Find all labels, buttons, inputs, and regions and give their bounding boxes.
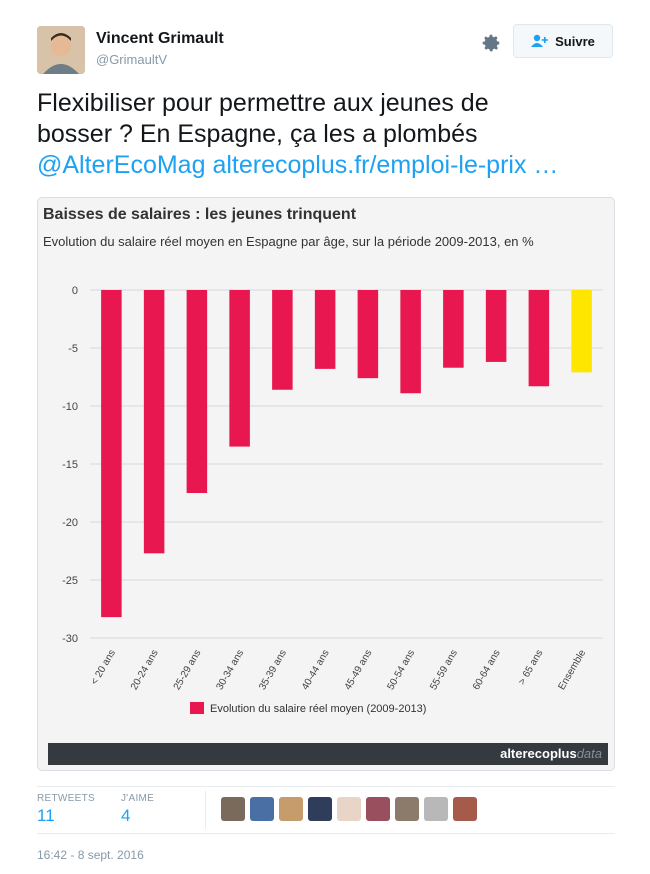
retweets-label: RETWEETS	[37, 793, 95, 804]
y-tick-label: -15	[62, 459, 78, 471]
liker-avatar[interactable]	[279, 797, 303, 821]
likes-count: 4	[121, 806, 131, 825]
bar	[485, 290, 507, 362]
liker-avatar[interactable]	[250, 797, 274, 821]
tweet-header: Vincent Grimault @GrimaultV Suivre	[0, 0, 650, 80]
liker-avatars	[221, 797, 477, 821]
legend-swatch	[190, 702, 204, 714]
y-tick-label: -5	[68, 343, 78, 355]
bar	[143, 290, 165, 554]
tweet-line-1: Flexibiliser pour permettre aux jeunes d…	[37, 89, 489, 117]
user-name[interactable]: Vincent Grimault	[96, 30, 224, 47]
avatar[interactable]	[37, 26, 85, 74]
x-tick-label: Ensemble	[556, 648, 588, 692]
gear-icon[interactable]	[480, 32, 502, 54]
x-tick-label: < 20 ans	[89, 648, 118, 687]
tweet-text: Flexibiliser pour permettre aux jeunes d…	[37, 88, 627, 181]
x-tick-label: 40-44 ans	[300, 648, 332, 692]
retweets-count: 11	[37, 806, 55, 825]
mention-link[interactable]: @AlterEcoMag	[37, 151, 206, 179]
article-link[interactable]: alterecoplus.fr/emploi-le-prix …	[212, 151, 559, 179]
y-tick-label: -30	[62, 633, 78, 645]
bar	[528, 290, 550, 387]
bar	[186, 290, 208, 493]
bar	[443, 290, 464, 368]
x-tick-label: 20-24 ans	[129, 648, 161, 692]
x-tick-label: 55-59 ans	[428, 648, 460, 692]
likes-label: J'AIME	[121, 793, 155, 804]
retweets-stat[interactable]: RETWEETS 11	[37, 793, 95, 826]
x-tick-label: 45-49 ans	[343, 648, 375, 692]
bar	[314, 290, 336, 369]
tweet-stats: RETWEETS 11 J'AIME 4	[37, 786, 615, 834]
y-tick-label: 0	[72, 285, 78, 297]
y-tick-label: -10	[62, 401, 78, 413]
legend-label: Evolution du salaire réel moyen (2009-20…	[210, 703, 426, 715]
brand-logo: alterecoplusdata	[500, 746, 602, 761]
bar	[400, 290, 421, 394]
bar	[101, 290, 122, 618]
liker-avatar[interactable]	[453, 797, 477, 821]
liker-avatar[interactable]	[424, 797, 448, 821]
chart-subtitle: Evolution du salaire réel moyen en Espag…	[43, 234, 534, 249]
bar-chart: 0 -5 -10 -15 -20 -25 -30 < 20 ans 20-24 ans 25-29…	[62, 285, 603, 715]
timestamp[interactable]: 16:42 - 8 sept. 2016	[37, 848, 144, 862]
add-user-icon	[531, 34, 548, 47]
liker-avatar[interactable]	[221, 797, 245, 821]
liker-avatar[interactable]	[308, 797, 332, 821]
x-tick-label: 35-39 ans	[257, 648, 289, 692]
user-handle[interactable]: @GrimaultV	[96, 52, 167, 67]
liker-avatar[interactable]	[366, 797, 390, 821]
x-tick-label: 25-29 ans	[172, 648, 204, 692]
follow-label: Suivre	[555, 33, 595, 49]
chart-card[interactable]: Baisses de salaires : les jeunes trinque…	[37, 197, 615, 771]
x-tick-label: 30-34 ans	[214, 648, 246, 692]
y-tick-label: -20	[62, 517, 78, 529]
chart-title: Baisses de salaires : les jeunes trinque…	[43, 206, 357, 223]
liker-avatar[interactable]	[337, 797, 361, 821]
liker-avatar[interactable]	[395, 797, 419, 821]
tweet-line-2: bosser ? En Espagne, ça les a plombés	[37, 120, 478, 148]
bar	[571, 290, 592, 373]
y-tick-label: -25	[62, 575, 78, 587]
bar	[229, 290, 250, 447]
likes-stat[interactable]: J'AIME 4	[121, 793, 154, 826]
brand-light: data	[576, 746, 602, 761]
x-tick-label: 50-54 ans	[385, 648, 417, 692]
follow-button[interactable]: Suivre	[513, 24, 613, 58]
brand-bold: alterecoplus	[500, 746, 577, 761]
bar	[272, 290, 293, 390]
x-tick-label: > 65 ans	[517, 648, 546, 687]
stats-divider	[205, 791, 206, 829]
bar	[357, 290, 379, 379]
x-tick-label: 60-64 ans	[471, 648, 503, 692]
chart-footer-bar: alterecoplusdata	[48, 743, 608, 765]
